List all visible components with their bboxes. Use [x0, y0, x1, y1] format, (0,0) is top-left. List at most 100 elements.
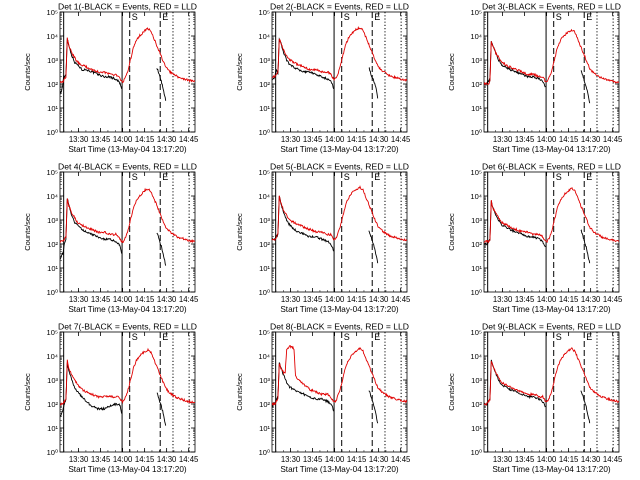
y-tick-label: 10²: [47, 400, 58, 409]
y-tick-label: 10³: [47, 216, 58, 225]
series-group: [60, 187, 195, 266]
series-events: [272, 37, 335, 89]
marker-label: S: [556, 12, 562, 22]
series-lld: [272, 345, 407, 406]
marker-label: S: [132, 172, 138, 182]
series-events: [60, 362, 123, 418]
x-tick-label: 14:00: [325, 135, 345, 144]
x-tick-label: 13:30: [281, 455, 301, 464]
y-tick-label: 10⁰: [471, 288, 482, 297]
panel-title: Det 4(-BLACK = Events, RED = LLD: [58, 162, 197, 172]
x-tick-label: 14:30: [581, 295, 601, 304]
x-tick-label: 14:45: [603, 135, 623, 144]
x-tick-label: 14:45: [391, 295, 411, 304]
x-tick-label: 14:45: [603, 295, 623, 304]
panel-title: Det 8(-BLACK = Events, RED = LLD: [270, 322, 409, 332]
x-tick-label: 14:30: [369, 295, 389, 304]
y-tick-label: 10⁴: [46, 352, 58, 361]
y-tick-label: 10³: [471, 376, 482, 385]
series-events-late: [580, 229, 591, 264]
y-tick-label: 10⁰: [471, 128, 482, 137]
plot-frame: [271, 331, 408, 453]
series-lld: [484, 186, 619, 244]
series-group: [484, 186, 619, 264]
x-axis-label: Start Time (13-May-04 13:17:20): [492, 305, 611, 314]
detector-panel-1: Det 1(-BLACK = Events, RED = LLD 10⁰ 10¹ 10…: [23, 2, 199, 155]
series-lld: [60, 187, 195, 244]
y-tick-label: 10⁰: [47, 288, 58, 297]
y-axis-label: Counts/sec: [235, 213, 244, 251]
series-events-late: [368, 67, 379, 99]
marker-label: E: [162, 172, 168, 182]
y-tick-label: 10⁰: [471, 448, 482, 457]
x-tick-label: 14:00: [113, 295, 133, 304]
y-tick-label: 10⁰: [259, 448, 270, 457]
plot-frame: [271, 171, 408, 293]
marker-label: E: [374, 12, 380, 22]
x-tick-label: 13:45: [515, 295, 535, 304]
y-tick-label: 10⁴: [470, 192, 482, 201]
series-lld: [484, 347, 619, 407]
y-tick-label: 10²: [259, 240, 270, 249]
x-tick-label: 14:00: [325, 295, 345, 304]
plot-frame: [483, 171, 620, 293]
detector-panel-6: Det 6(-BLACK = Events, RED = LLD 10⁰ 10¹ 10…: [447, 162, 623, 315]
plot-frame: [59, 171, 196, 293]
y-tick-label: 10⁴: [258, 352, 270, 361]
y-axis-label: Counts/sec: [235, 53, 244, 91]
y-tick-label: 10¹: [259, 264, 270, 273]
series-lld: [484, 28, 619, 86]
y-axis-label: Counts/sec: [447, 53, 456, 91]
panel-title: Det 2(-BLACK = Events, RED = LLD: [270, 2, 409, 12]
marker-label: E: [586, 332, 592, 342]
x-tick-label: 14:30: [581, 455, 601, 464]
x-tick-label: 13:45: [303, 135, 323, 144]
x-tick-label: 13:45: [515, 135, 535, 144]
y-tick-label: 10¹: [47, 104, 58, 113]
y-tick-label: 10⁵: [47, 8, 58, 17]
x-tick-label: 14:30: [157, 455, 177, 464]
y-tick-label: 10⁵: [471, 168, 482, 177]
series-group: [272, 185, 407, 264]
series-lld: [272, 25, 407, 82]
y-tick-label: 10¹: [47, 424, 58, 433]
y-tick-label: 10⁵: [47, 168, 58, 177]
x-tick-label: 13:45: [91, 455, 111, 464]
marker-label: S: [556, 172, 562, 182]
y-tick-label: 10⁵: [471, 8, 482, 17]
x-tick-label: 14:00: [537, 135, 557, 144]
series-lld: [60, 347, 195, 406]
y-axis-label: Counts/sec: [23, 53, 32, 91]
x-axis-label: Start Time (13-May-04 13:17:20): [68, 145, 187, 154]
y-tick-label: 10³: [471, 56, 482, 65]
plot-frame: [483, 11, 620, 133]
x-tick-label: 14:15: [135, 295, 155, 304]
y-tick-label: 10³: [47, 56, 58, 65]
panel-title: Det 7(-BLACK = Events, RED = LLD: [58, 322, 197, 332]
detector-panel-2: Det 2(-BLACK = Events, RED = LLD 10⁰ 10¹ 10…: [235, 2, 411, 155]
y-tick-label: 10⁵: [47, 328, 58, 337]
series-group: [60, 27, 195, 101]
marker-label: E: [586, 12, 592, 22]
series-events: [484, 200, 546, 248]
y-tick-label: 10⁰: [47, 448, 58, 457]
y-tick-label: 10⁵: [471, 328, 482, 337]
series-group: [60, 347, 195, 426]
y-tick-label: 10⁵: [259, 328, 270, 337]
y-axis-label: Counts/sec: [235, 373, 244, 411]
marker-label: S: [132, 332, 138, 342]
y-tick-label: 10⁴: [470, 32, 482, 41]
y-tick-label: 10³: [259, 376, 270, 385]
plot-frame: [59, 11, 196, 133]
panel-title: Det 5(-BLACK = Events, RED = LLD: [270, 162, 409, 172]
series-group: [484, 347, 619, 424]
series-events-late: [368, 230, 379, 264]
x-tick-label: 14:15: [135, 455, 155, 464]
y-tick-label: 10²: [47, 80, 58, 89]
marker-label: S: [344, 172, 350, 182]
series-events: [484, 41, 546, 88]
y-tick-label: 10²: [47, 240, 58, 249]
plot-frame: [59, 331, 196, 453]
x-tick-label: 14:45: [391, 135, 411, 144]
